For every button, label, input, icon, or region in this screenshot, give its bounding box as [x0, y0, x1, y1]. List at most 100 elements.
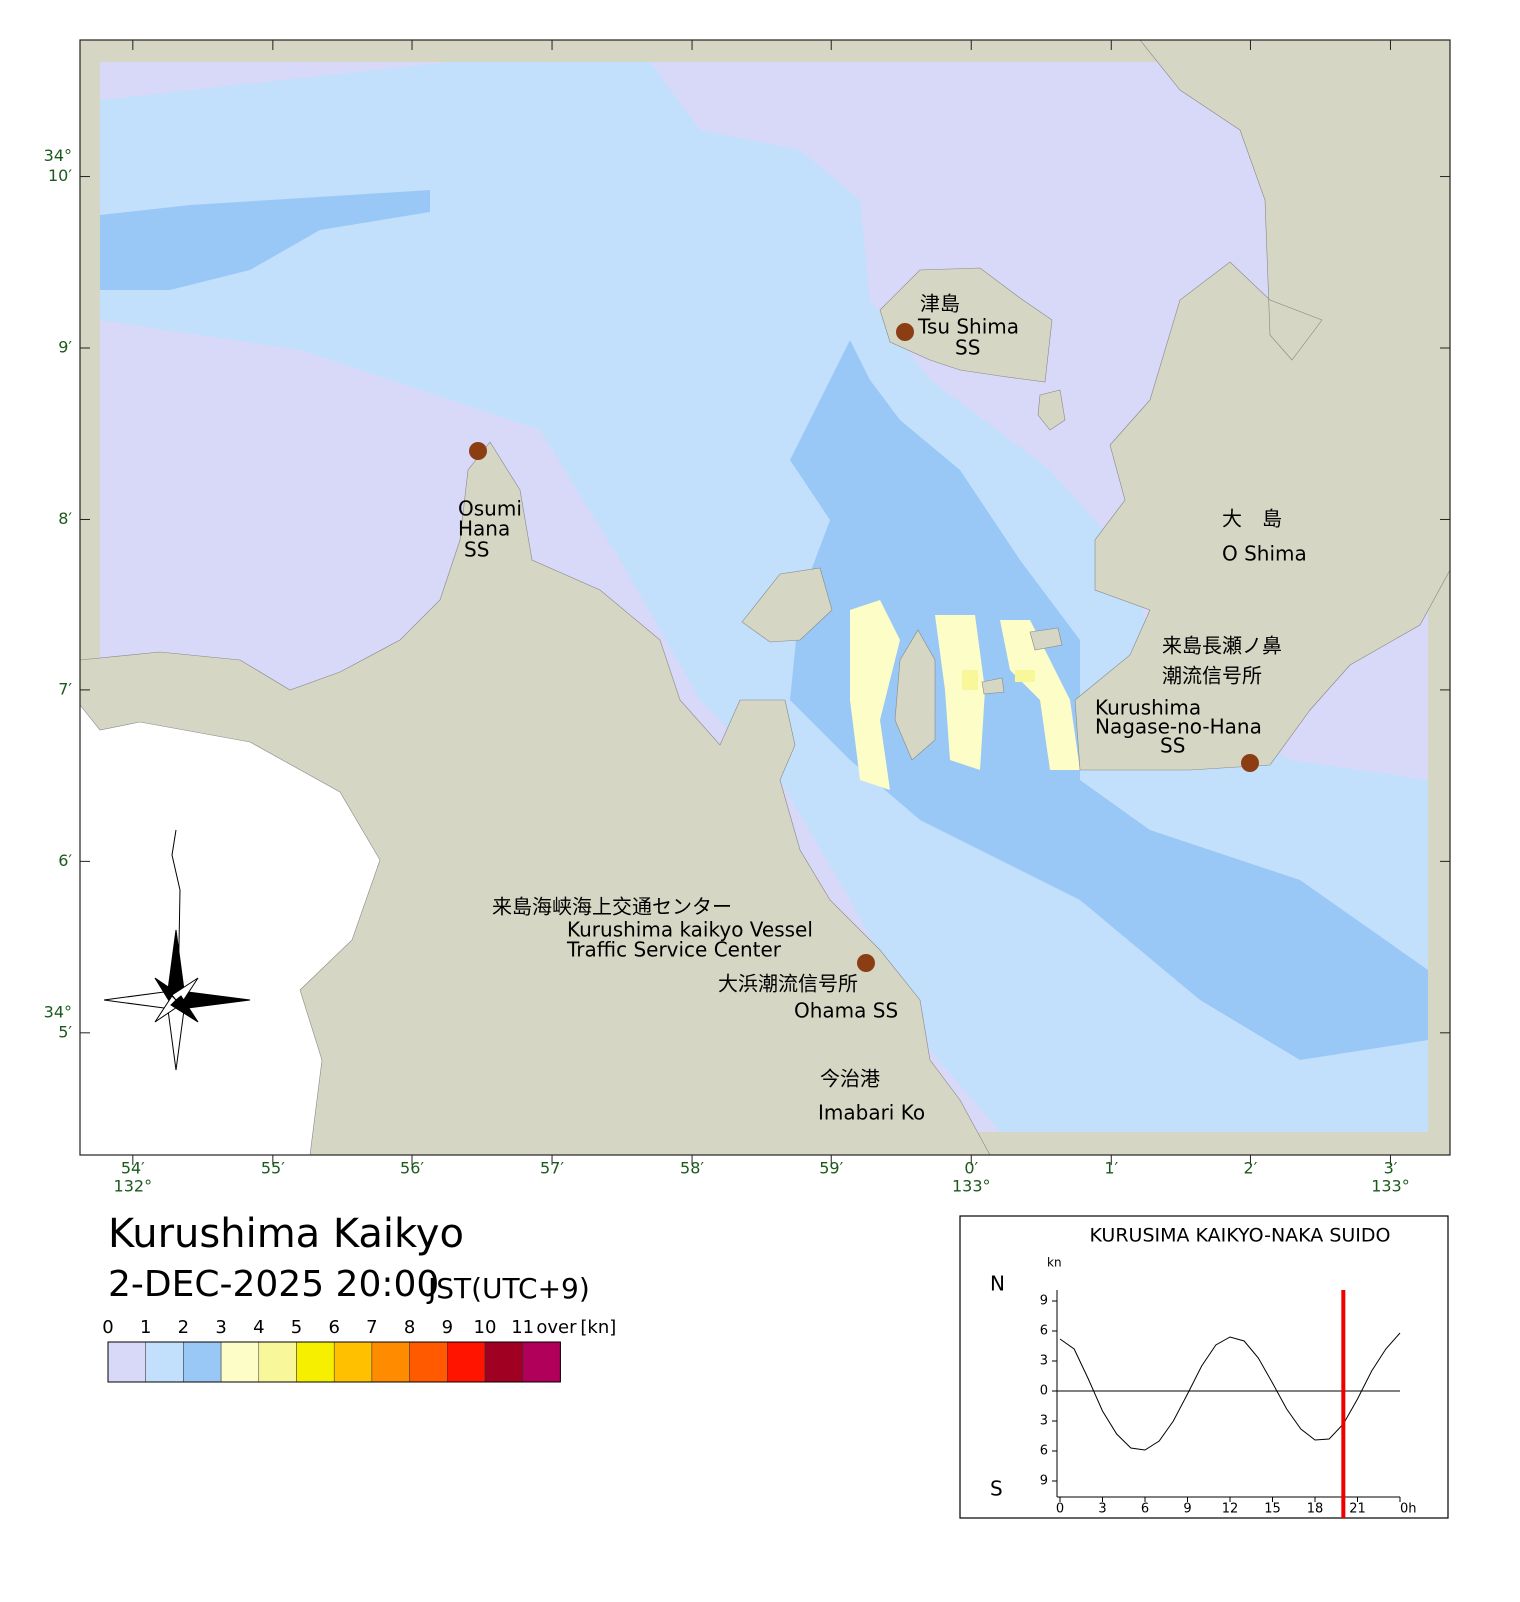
colorbar-label: 9 — [442, 1317, 453, 1338]
colorbar-label: 3 — [215, 1317, 226, 1338]
island — [879, 267, 1053, 383]
y-tick-label: 3 — [1040, 1414, 1048, 1429]
x-tick-label: 21 — [1349, 1502, 1366, 1517]
colorbar-cell — [183, 1341, 222, 1383]
current-zone — [1015, 670, 1035, 682]
x-tick-label: 2′ — [1244, 1159, 1258, 1178]
x-tick-label: 55′ — [261, 1159, 285, 1178]
x-tick-label: 9 — [1183, 1502, 1191, 1517]
colorbar-label: 7 — [366, 1317, 377, 1338]
current-zone — [850, 600, 900, 790]
y-tick-label: 6′ — [58, 851, 72, 870]
y-degree-label: 34° — [44, 146, 72, 165]
y-tick-label: 8′ — [58, 509, 72, 528]
colorbar-cell — [484, 1341, 523, 1383]
place-label: 大浜潮流信号所 — [718, 972, 858, 996]
station — [857, 954, 875, 972]
x-tick-label: 1′ — [1104, 1159, 1118, 1178]
colorbar-label: 0 — [102, 1317, 113, 1338]
colorbar-cell — [409, 1341, 448, 1383]
map-frame — [79, 39, 1451, 1156]
x-tick-label: 0 — [1056, 1502, 1064, 1517]
x-degree-label: 133° — [1371, 1177, 1410, 1196]
tide-frame — [959, 1215, 1449, 1519]
south-label: S — [990, 1477, 1003, 1501]
island — [894, 629, 936, 761]
place-label: Tsu Shima — [917, 315, 1019, 339]
x-degree-label: 133° — [952, 1177, 991, 1196]
x-tick-label: 12 — [1222, 1502, 1239, 1517]
y-tick-label: 0 — [1040, 1384, 1048, 1399]
place-labels: 津島 Tsu Shima SS Osumi Hana SS 大 島 O Shim… — [458, 292, 1307, 1125]
place-label: 大 島 — [1222, 507, 1282, 531]
colorbar: 0 1 2 3 4 5 6 7 8 9 10 11 over [kn] — [102, 1317, 616, 1383]
x-tick-label: 18 — [1307, 1502, 1324, 1517]
station — [469, 442, 487, 460]
island — [1037, 389, 1066, 431]
x-tick-label: 15 — [1264, 1502, 1281, 1517]
colorbar-label: 5 — [291, 1317, 302, 1338]
place-label: Kurushima — [1095, 696, 1201, 720]
place-label: 今治港 — [820, 1067, 880, 1091]
x-tick-label: 0h — [1400, 1502, 1417, 1517]
x-tick-label: 58′ — [680, 1159, 704, 1178]
map: 津島 Tsu Shima SS Osumi Hana SS 大 島 O Shim… — [44, 39, 1451, 1196]
north-label: N — [990, 1272, 1005, 1296]
colorbar-label: 11 — [511, 1317, 534, 1338]
colorbar-cell — [371, 1341, 410, 1383]
current-zone — [100, 190, 430, 290]
y-tick-label: 10′ — [48, 166, 72, 185]
colorbar-frame — [107, 1341, 561, 1383]
place-label: SS — [464, 538, 489, 562]
y-tick-label: 6 — [1040, 1324, 1048, 1339]
island — [741, 567, 833, 643]
compass-rose — [103, 829, 251, 1071]
colorbar-label: 2 — [178, 1317, 189, 1338]
tide-chart: KURUSIMA KAIKYO-NAKA SUIDO kn N S 9 6 3 0 3 6… — [959, 1215, 1449, 1519]
x-tick-label: 6 — [1141, 1502, 1149, 1517]
land — [1074, 39, 1451, 771]
colorbar-label: 6 — [328, 1317, 339, 1338]
place-label: SS — [1160, 734, 1185, 758]
timezone: JST(UTC+9) — [426, 1272, 590, 1305]
x-tick-label: 57′ — [540, 1159, 564, 1178]
colorbar-unit: [kn] — [580, 1317, 616, 1338]
colorbar-label: 10 — [474, 1317, 497, 1338]
station — [896, 323, 914, 341]
colorbar-cell — [522, 1341, 561, 1383]
island — [981, 677, 1005, 695]
place-label: 来島海峡海上交通センター — [492, 895, 732, 919]
place-label: Traffic Service Center — [566, 938, 782, 962]
y-tick-label: 9′ — [58, 338, 72, 357]
station-dots — [469, 323, 1259, 972]
current-zone — [1000, 620, 1080, 770]
x-tick-label: 3′ — [1384, 1159, 1398, 1178]
y-degree-label: 34° — [44, 1002, 72, 1021]
current-zone — [790, 340, 1428, 1060]
colorbar-cell — [107, 1341, 146, 1383]
colorbar-cell — [145, 1341, 184, 1383]
x-tick-label: 0′ — [964, 1159, 978, 1178]
current-zone — [962, 670, 978, 690]
island — [1029, 627, 1063, 651]
station — [1241, 754, 1259, 772]
y-tick-label: 6 — [1040, 1444, 1048, 1459]
colorbar-label: 1 — [140, 1317, 151, 1338]
current-zone — [935, 615, 985, 770]
current-zone — [100, 330, 560, 660]
y-tick-label: 5′ — [58, 1022, 72, 1041]
y-tick-label: 7′ — [58, 679, 72, 698]
place-label: 津島 — [920, 292, 960, 316]
place-label: SS — [955, 336, 980, 360]
y-tick-label: 3 — [1040, 1354, 1048, 1369]
place-label: 来島長瀬ノ鼻 — [1162, 634, 1282, 658]
tide-unit: kn — [1047, 1256, 1062, 1270]
place-label: 潮流信号所 — [1162, 664, 1262, 688]
colorbar-cell — [296, 1341, 335, 1383]
place-label: Ohama SS — [794, 999, 898, 1023]
colorbar-cell — [220, 1341, 260, 1383]
place-label: O Shima — [1222, 542, 1307, 566]
y-tick-label: 9 — [1040, 1474, 1048, 1489]
y-tick-label: 9 — [1040, 1294, 1048, 1309]
datetime: 2-DEC-2025 20:00 — [108, 1264, 439, 1305]
